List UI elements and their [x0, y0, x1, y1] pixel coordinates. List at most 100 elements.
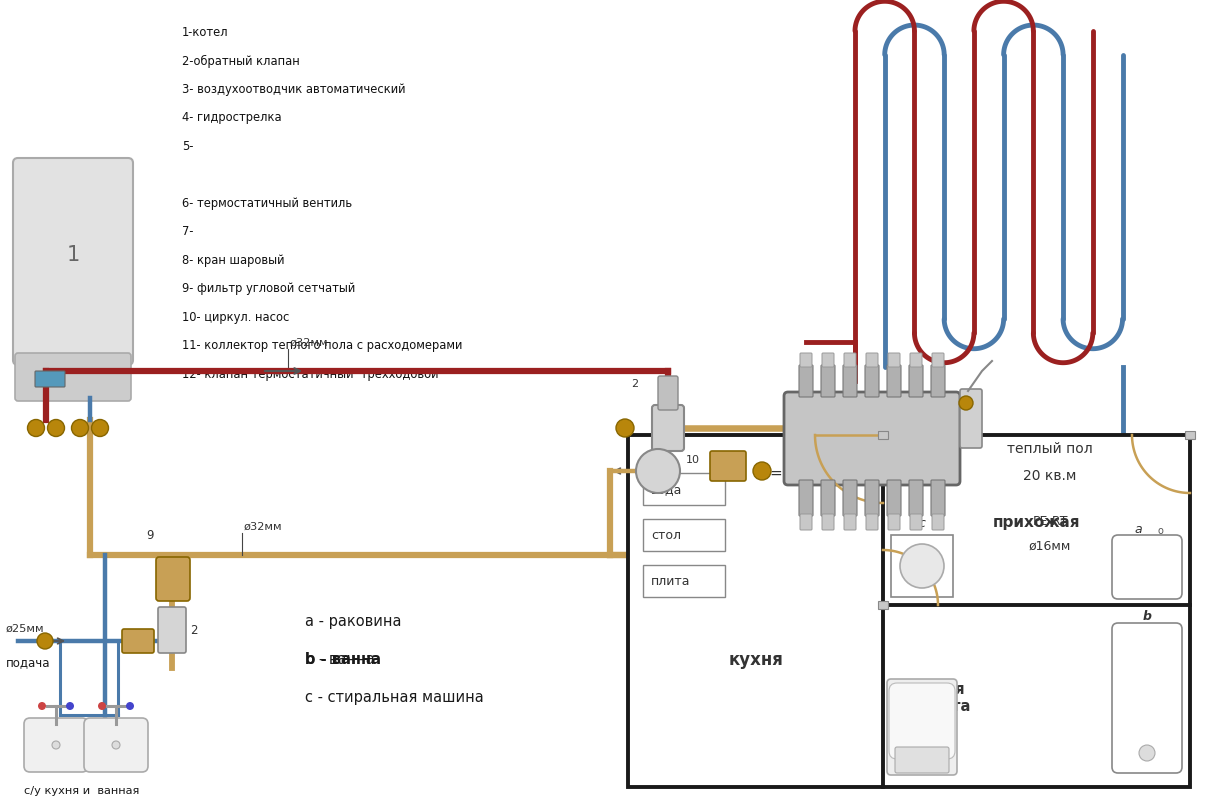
Text: 1-котел: 1-котел — [182, 26, 228, 39]
Circle shape — [112, 741, 120, 749]
FancyBboxPatch shape — [887, 679, 957, 775]
FancyBboxPatch shape — [895, 747, 949, 773]
Circle shape — [47, 420, 64, 437]
Text: 11- коллектор теплого пола с расходомерами: 11- коллектор теплого пола с расходомера… — [182, 339, 463, 352]
FancyBboxPatch shape — [878, 431, 888, 439]
FancyBboxPatch shape — [14, 353, 130, 402]
Bar — [643, 520, 725, 552]
Text: 2-обратный клапан: 2-обратный клапан — [182, 55, 300, 67]
Circle shape — [37, 634, 53, 649]
Bar — [643, 474, 725, 505]
FancyBboxPatch shape — [888, 515, 900, 530]
FancyBboxPatch shape — [798, 480, 813, 516]
Circle shape — [71, 420, 88, 437]
Circle shape — [66, 702, 74, 710]
FancyBboxPatch shape — [821, 365, 835, 397]
Circle shape — [753, 463, 771, 480]
FancyBboxPatch shape — [658, 377, 678, 410]
Circle shape — [635, 450, 680, 493]
FancyBboxPatch shape — [24, 718, 88, 772]
Text: a: a — [1134, 522, 1142, 536]
FancyBboxPatch shape — [800, 515, 812, 530]
Circle shape — [37, 702, 46, 710]
FancyBboxPatch shape — [821, 515, 834, 530]
Text: 2: 2 — [631, 378, 638, 389]
FancyBboxPatch shape — [866, 515, 878, 530]
FancyBboxPatch shape — [889, 683, 956, 759]
Text: 2: 2 — [190, 624, 197, 637]
Text: 10- циркул. насос: 10- циркул. насос — [182, 311, 290, 324]
Text: 8- кран шаровый: 8- кран шаровый — [182, 254, 285, 267]
FancyBboxPatch shape — [933, 353, 943, 368]
Circle shape — [616, 419, 634, 438]
FancyBboxPatch shape — [933, 515, 943, 530]
Text: 6- термостатичный вентиль: 6- термостатичный вентиль — [182, 197, 352, 210]
FancyBboxPatch shape — [865, 480, 879, 516]
Text: кухня: кухня — [728, 650, 784, 668]
Text: 9- фильтр угловой сетчатый: 9- фильтр угловой сетчатый — [182, 282, 355, 296]
FancyBboxPatch shape — [887, 480, 901, 516]
FancyBboxPatch shape — [710, 451, 747, 482]
Bar — [643, 565, 725, 597]
Circle shape — [1139, 745, 1155, 761]
FancyBboxPatch shape — [960, 389, 982, 448]
Text: o: o — [1157, 525, 1163, 536]
FancyBboxPatch shape — [910, 353, 922, 368]
Text: c: c — [918, 516, 925, 529]
FancyBboxPatch shape — [1113, 536, 1181, 599]
FancyBboxPatch shape — [866, 353, 878, 368]
Text: ø25мм: ø25мм — [6, 623, 45, 634]
Circle shape — [959, 397, 972, 410]
FancyBboxPatch shape — [156, 557, 190, 601]
FancyBboxPatch shape — [843, 365, 856, 397]
Text: 3- воздухоотводчик автоматический: 3- воздухоотводчик автоматический — [182, 83, 406, 96]
Text: с/у кухня и  ванная: с/у кухня и ванная — [24, 785, 140, 795]
FancyBboxPatch shape — [798, 365, 813, 397]
FancyBboxPatch shape — [908, 480, 923, 516]
FancyBboxPatch shape — [878, 601, 888, 609]
Text: b: b — [1143, 609, 1151, 622]
FancyBboxPatch shape — [652, 406, 684, 451]
Text: b - ванна: b - ванна — [304, 652, 374, 666]
FancyBboxPatch shape — [844, 353, 856, 368]
FancyBboxPatch shape — [844, 515, 856, 530]
FancyBboxPatch shape — [13, 159, 133, 365]
Text: стол: стол — [651, 529, 681, 542]
FancyBboxPatch shape — [800, 353, 812, 368]
Bar — [892, 536, 953, 597]
FancyBboxPatch shape — [784, 393, 960, 485]
Circle shape — [98, 702, 106, 710]
Text: ø16мм: ø16мм — [1029, 539, 1071, 552]
Text: ванная
комната: ванная комната — [901, 681, 971, 713]
Text: 9: 9 — [702, 488, 709, 499]
FancyBboxPatch shape — [888, 353, 900, 368]
FancyBboxPatch shape — [1113, 623, 1181, 773]
Text: 20 кв.м: 20 кв.м — [1023, 468, 1076, 483]
Text: ø32мм: ø32мм — [244, 521, 283, 532]
Text: 10: 10 — [686, 454, 699, 464]
Text: плита: плита — [651, 575, 691, 588]
FancyBboxPatch shape — [1185, 431, 1195, 439]
Text: 11: 11 — [865, 499, 879, 509]
Text: подача: подача — [6, 655, 51, 668]
FancyBboxPatch shape — [865, 365, 879, 397]
FancyBboxPatch shape — [122, 630, 153, 653]
Text: 12- клапан термостатичный  трехходовой: 12- клапан термостатичный трехходовой — [182, 368, 439, 381]
Circle shape — [92, 420, 109, 437]
Text: PE-RT: PE-RT — [1033, 515, 1068, 528]
Text: теплый пол: теплый пол — [1007, 442, 1093, 455]
Text: 7-: 7- — [182, 225, 193, 238]
FancyBboxPatch shape — [821, 353, 834, 368]
FancyBboxPatch shape — [908, 365, 923, 397]
FancyBboxPatch shape — [821, 480, 835, 516]
Text: b - ванна: b - ванна — [304, 652, 381, 666]
Text: c - стиральная машина: c - стиральная машина — [304, 690, 483, 704]
FancyBboxPatch shape — [887, 365, 901, 397]
FancyBboxPatch shape — [910, 515, 922, 530]
Circle shape — [28, 420, 45, 437]
FancyBboxPatch shape — [931, 365, 945, 397]
Text: 9: 9 — [146, 528, 153, 541]
Text: прихожая: прихожая — [992, 515, 1080, 530]
FancyBboxPatch shape — [843, 480, 856, 516]
Bar — [628, 435, 1190, 787]
